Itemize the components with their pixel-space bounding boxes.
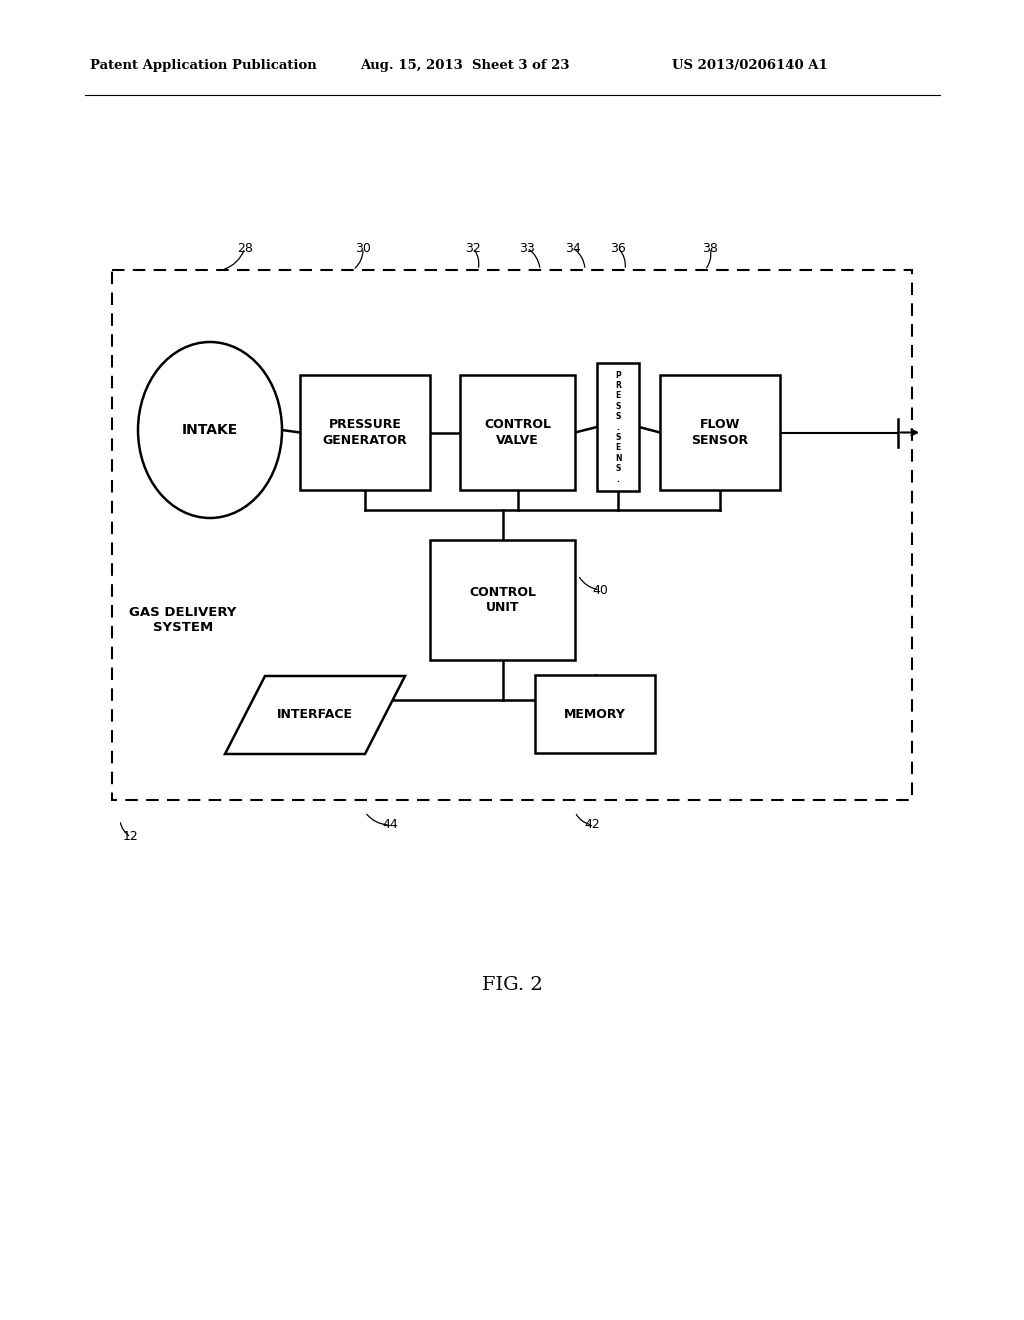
Text: 44: 44 (382, 818, 398, 832)
Text: FIG. 2: FIG. 2 (481, 975, 543, 994)
Text: MEMORY: MEMORY (564, 708, 626, 721)
Text: 33: 33 (519, 242, 535, 255)
Text: 32: 32 (465, 242, 481, 255)
Text: US 2013/0206140 A1: US 2013/0206140 A1 (672, 58, 827, 71)
Text: P
R
E
S
S
.
S
E
N
S
.: P R E S S . S E N S . (614, 371, 622, 483)
Text: 42: 42 (584, 818, 600, 832)
Text: 40: 40 (592, 583, 608, 597)
Text: FLOW
SENSOR: FLOW SENSOR (691, 418, 749, 446)
Text: INTAKE: INTAKE (182, 422, 239, 437)
Ellipse shape (138, 342, 282, 517)
Text: 36: 36 (610, 242, 626, 255)
Text: PRESSURE
GENERATOR: PRESSURE GENERATOR (323, 418, 408, 446)
Text: 34: 34 (565, 242, 581, 255)
Bar (597, 363, 639, 491)
Text: GAS DELIVERY
SYSTEM: GAS DELIVERY SYSTEM (129, 606, 237, 634)
Bar (535, 675, 655, 752)
Text: CONTROL
UNIT: CONTROL UNIT (469, 586, 536, 614)
Bar (112, 271, 912, 800)
Text: INTERFACE: INTERFACE (278, 709, 353, 722)
Bar (460, 375, 575, 490)
Polygon shape (225, 676, 406, 754)
Bar (430, 540, 575, 660)
Text: CONTROL
VALVE: CONTROL VALVE (484, 418, 551, 446)
Bar (660, 375, 780, 490)
Text: Patent Application Publication: Patent Application Publication (90, 58, 316, 71)
Text: 12: 12 (123, 830, 139, 843)
Text: 38: 38 (702, 242, 718, 255)
Text: 28: 28 (238, 242, 253, 255)
Text: Aug. 15, 2013  Sheet 3 of 23: Aug. 15, 2013 Sheet 3 of 23 (360, 58, 569, 71)
Text: 30: 30 (355, 242, 371, 255)
Bar (300, 375, 430, 490)
